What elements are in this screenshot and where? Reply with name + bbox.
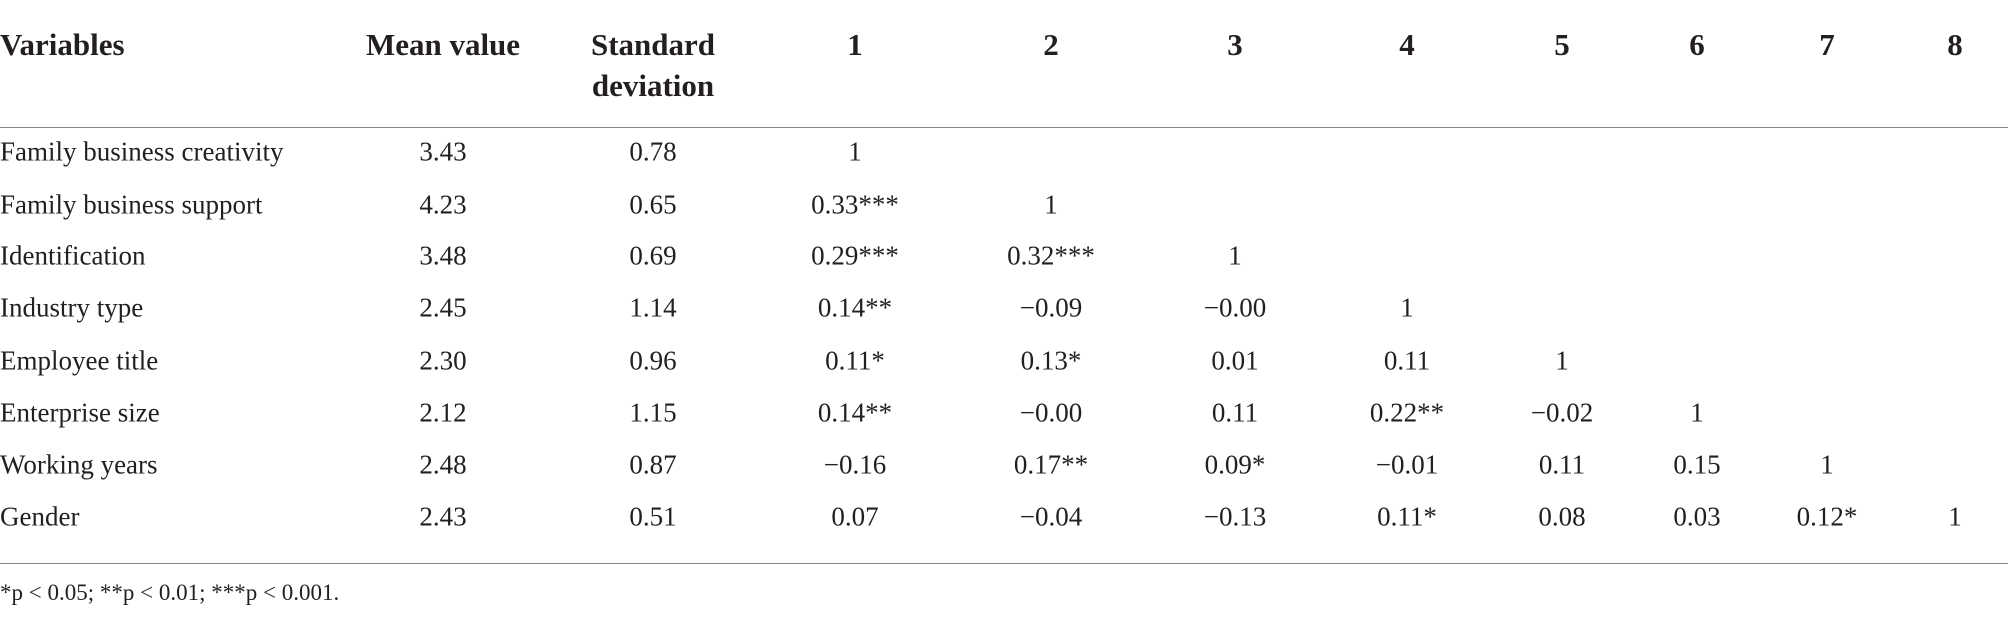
table-cell: 0.78: [629, 136, 677, 167]
table-cell: 0.11: [1538, 449, 1586, 480]
table-cell: 3.48: [419, 240, 467, 271]
table-cell: 0.96: [629, 345, 677, 376]
table-cell: 0.08: [1538, 501, 1586, 532]
table-cell: 1: [848, 136, 862, 167]
table-cell: −0.02: [1530, 397, 1594, 428]
column-header: Standard deviation: [590, 27, 716, 103]
table-cell: 1: [1228, 240, 1242, 271]
table-cell: 0.29***: [811, 240, 899, 271]
table-cell: 0.11*: [1377, 501, 1437, 532]
column-header: 4: [1399, 27, 1415, 62]
row-label: Enterprise size: [0, 397, 160, 428]
table-cell: −0.09: [1019, 292, 1083, 323]
table-cell: 2.45: [419, 292, 467, 323]
table-cell: 0.87: [629, 449, 677, 480]
table-cell: 0.11: [1383, 345, 1431, 376]
table-cell: 0.13*: [1020, 345, 1082, 376]
column-header: 1: [847, 27, 863, 62]
table-cell: −0.00: [1203, 292, 1267, 323]
column-header: 2: [1043, 27, 1059, 62]
table-cell: 1: [1400, 292, 1414, 323]
table-cell: 2.12: [419, 397, 467, 428]
table-cell: 4.23: [419, 189, 467, 220]
table-cell: 0.22**: [1369, 397, 1445, 428]
table-cell: 1: [1555, 345, 1569, 376]
table-cell: 0.01: [1211, 345, 1259, 376]
table-cell: 0.03: [1673, 501, 1721, 532]
table-cell: 0.11: [1211, 397, 1259, 428]
table-cell: 0.11*: [825, 345, 885, 376]
table-cell: 1.14: [629, 292, 677, 323]
header-rule: [0, 127, 2008, 128]
bottom-rule: [0, 563, 2008, 564]
column-header: Mean value: [365, 27, 521, 62]
column-header: 5: [1554, 27, 1570, 62]
table-cell: 1: [1820, 449, 1834, 480]
row-label: Identification: [0, 240, 146, 271]
table-cell: 0.09*: [1204, 449, 1266, 480]
table-cell: 0.14**: [817, 397, 893, 428]
row-label: Industry type: [0, 292, 144, 323]
table-cell: 2.48: [419, 449, 467, 480]
table-cell: 0.65: [629, 189, 677, 220]
row-label: Employee title: [0, 345, 159, 376]
table-cell: 0.51: [629, 501, 677, 532]
column-header: 6: [1689, 27, 1705, 62]
table-cell: 0.33***: [811, 189, 899, 220]
table-cell: 2.30: [419, 345, 467, 376]
table-cell: 1.15: [629, 397, 677, 428]
table-cell: 0.12*: [1796, 501, 1858, 532]
column-header: 3: [1227, 27, 1243, 62]
table-cell: 0.32***: [1007, 240, 1095, 271]
row-label: Working years: [0, 449, 158, 480]
row-label: Gender: [0, 501, 80, 532]
column-header: Variables: [0, 27, 125, 62]
table-cell: 0.17**: [1013, 449, 1089, 480]
table-cell: 3.43: [419, 136, 467, 167]
table-cell: 0.15: [1673, 449, 1721, 480]
table-cell: 0.14**: [817, 292, 893, 323]
row-label: Family business support: [0, 189, 263, 220]
table-cell: 1: [1690, 397, 1704, 428]
table-cell: 2.43: [419, 501, 467, 532]
column-header: 7: [1819, 27, 1835, 62]
table-cell: −0.00: [1019, 397, 1083, 428]
column-header: 8: [1947, 27, 1963, 62]
table-cell: −0.13: [1203, 501, 1267, 532]
footnote: *p < 0.05; **p < 0.01; ***p < 0.001.: [0, 580, 340, 605]
table-cell: −0.01: [1375, 449, 1439, 480]
table-cell: 0.69: [629, 240, 677, 271]
table-cell: −0.16: [823, 449, 887, 480]
table-cell: 0.07: [831, 501, 879, 532]
table-cell: −0.04: [1019, 501, 1083, 532]
table-cell: 1: [1948, 501, 1962, 532]
table-cell: 1: [1044, 189, 1058, 220]
row-label: Family business creativity: [0, 136, 284, 167]
